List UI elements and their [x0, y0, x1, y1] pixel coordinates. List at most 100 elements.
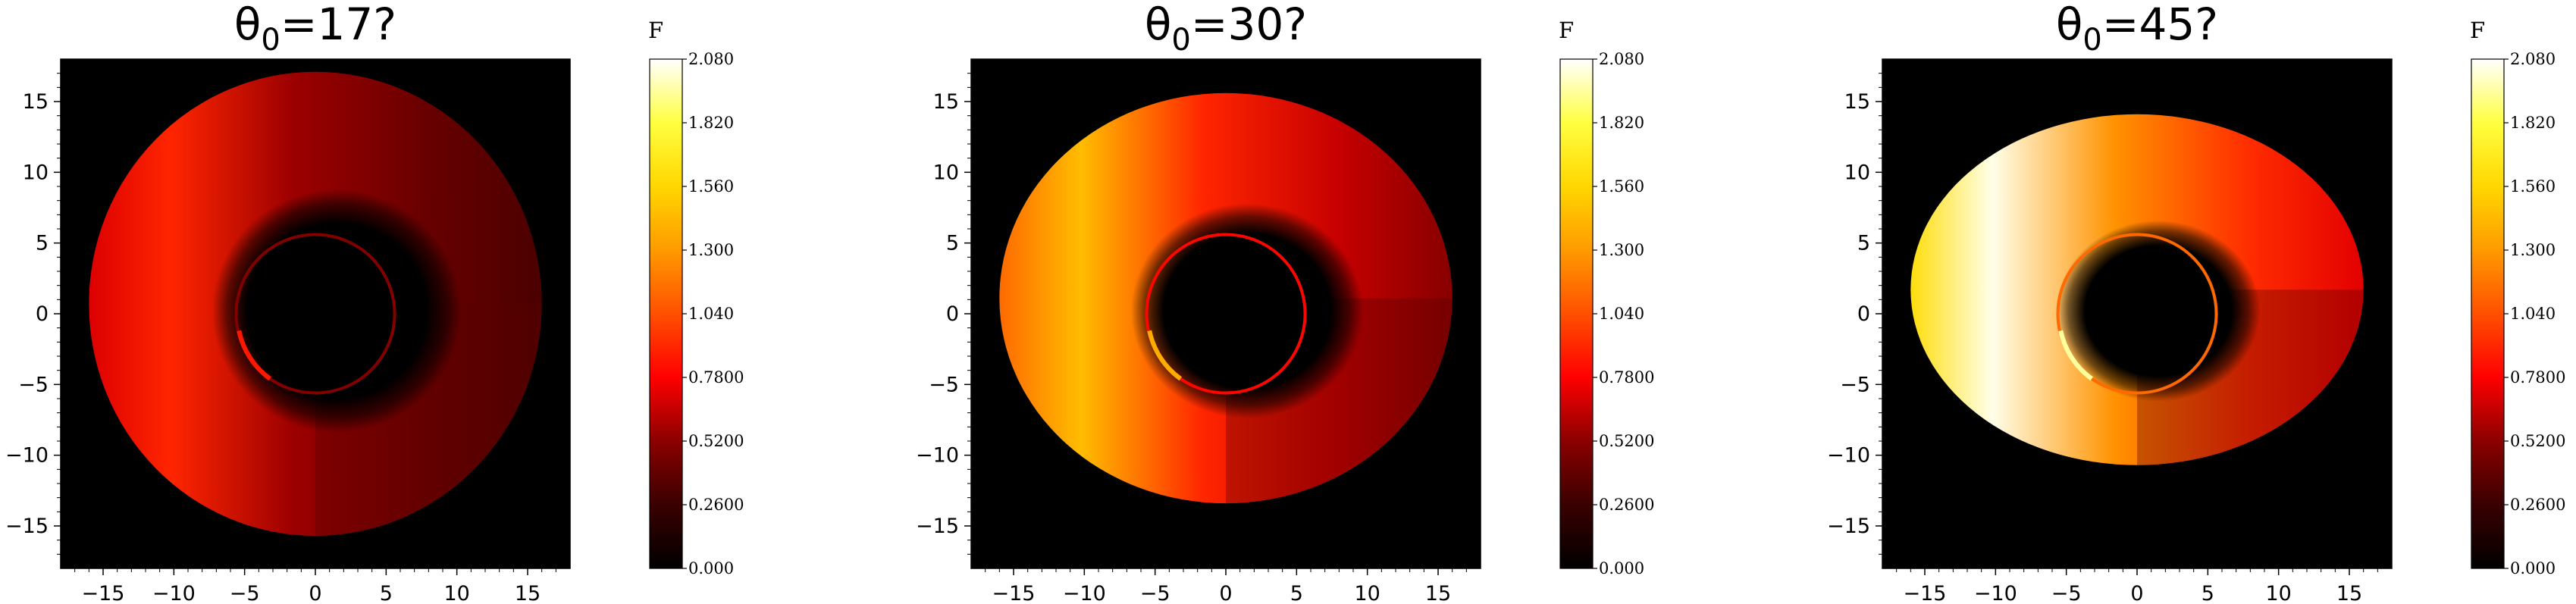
colorbar-tick-label: 0.7800	[1599, 368, 1654, 386]
ring-bright-arc	[237, 330, 272, 381]
title-value: =17?	[280, 0, 396, 50]
x-tick-label: −10	[152, 582, 196, 604]
colorbar-tick-label: 1.820	[2510, 114, 2556, 132]
y-tick-label: 10	[23, 161, 49, 184]
colorbar-tick-label: 0.5200	[1599, 432, 1654, 450]
y-tick-label: −10	[916, 444, 959, 468]
colorbar-tick-label: 0.5200	[2510, 432, 2565, 450]
colorbar-tick-label: 2.080	[2510, 50, 2556, 68]
y-tick-label: 15	[933, 90, 959, 114]
y-tick-label: 10	[1844, 161, 1870, 184]
title-value: =30?	[1191, 0, 1307, 50]
title-theta: θ	[234, 0, 262, 50]
y-tick-label: 15	[23, 90, 49, 114]
y-tick-label: 0	[946, 302, 959, 326]
colorbar-tick-label: 0.2600	[688, 496, 744, 514]
y-tick-label: −15	[916, 515, 959, 538]
x-tick-label: 10	[1354, 582, 1380, 604]
colorbar-tick-label: 0.2600	[1599, 496, 1654, 514]
x-tick-label: 5	[380, 582, 393, 604]
colorbar-tick-label: 0.000	[688, 559, 734, 577]
x-tick-label: 15	[2336, 582, 2362, 604]
x-tick-label: −15	[1904, 582, 1947, 604]
colorbar-tick-label: 0.7800	[688, 368, 744, 386]
shadow-region	[1130, 203, 1364, 419]
y-tick-label: 5	[36, 232, 49, 255]
y-tick-label: 5	[946, 232, 959, 255]
x-tick-label: 0	[309, 582, 321, 604]
colorbar-tick-label: 0.000	[1599, 559, 1644, 577]
y-tick-label: 5	[1857, 232, 1870, 255]
ring-bright-arc	[1147, 330, 1183, 381]
title-subscript: 0	[261, 23, 280, 58]
colorbar-tick-label: 0.5200	[688, 432, 744, 450]
colorbar-tick-label: 1.560	[2510, 177, 2556, 196]
x-tick-label: −10	[1974, 582, 2017, 604]
title-theta: θ	[1145, 0, 1172, 50]
x-tick-label: 15	[515, 582, 541, 604]
y-tick-label: −5	[929, 373, 959, 396]
ring-bright-arc	[2058, 330, 2094, 381]
colorbar-label: F	[2470, 17, 2485, 43]
x-tick-label: −10	[1063, 582, 1106, 604]
x-tick-label: 10	[2265, 582, 2291, 604]
chart-title: θ0=17?	[234, 0, 396, 58]
x-tick-label: −15	[82, 582, 125, 604]
chart-title: θ0=45?	[2056, 0, 2218, 58]
x-tick-label: 0	[2130, 582, 2143, 604]
colorbar	[2471, 58, 2505, 569]
y-tick-label: −10	[5, 444, 49, 468]
colorbar-tick-label: 1.820	[1599, 114, 1644, 132]
x-tick-label: 10	[443, 582, 469, 604]
y-tick-label: 15	[1844, 90, 1870, 114]
colorbar-tick-label: 1.040	[1599, 305, 1644, 323]
y-tick-label: −5	[18, 373, 49, 396]
photon-ring	[2056, 233, 2218, 395]
colorbar-tick-label: 1.560	[1599, 177, 1644, 196]
x-tick-label: 0	[1219, 582, 1232, 604]
colorbar-label: F	[1559, 17, 1574, 43]
disk-image	[89, 71, 542, 537]
y-tick-label: 0	[1857, 302, 1870, 326]
y-tick-label: −10	[1827, 444, 1870, 468]
colorbar	[649, 58, 683, 569]
colorbar-tick-label: 1.300	[1599, 241, 1644, 259]
title-subscript: 0	[1171, 23, 1190, 58]
title-theta: θ	[2056, 0, 2083, 50]
colorbar-tick-label: 1.300	[2510, 241, 2556, 259]
disk-image	[999, 92, 1453, 504]
y-tick-label: 0	[36, 302, 49, 326]
photon-ring	[234, 233, 396, 395]
photon-ring	[1145, 233, 1307, 395]
x-tick-label: −5	[1140, 582, 1170, 604]
colorbar-tick-label: 0.2600	[2510, 496, 2565, 514]
colorbar	[1559, 58, 1594, 569]
disk-image	[1910, 114, 2364, 465]
shadow-region	[2056, 220, 2261, 402]
y-tick-label: −15	[5, 515, 49, 538]
colorbar-tick-label: 0.7800	[2510, 368, 2565, 386]
x-tick-label: −15	[992, 582, 1036, 604]
x-tick-label: 15	[1425, 582, 1451, 604]
panel-3: θ0=45? −15 −10 −5 0 5 10 15 −15 −10 −5 0 5 10 15 F 2.080…	[1827, 0, 2565, 604]
colorbar-tick-label: 1.820	[688, 114, 734, 132]
x-tick-label: −5	[2051, 582, 2082, 604]
shadow-region	[212, 189, 462, 433]
colorbar-tick-label: 0.000	[2510, 559, 2556, 577]
colorbar-tick-label: 1.560	[688, 177, 734, 196]
colorbar-tick-label: 1.040	[2510, 305, 2556, 323]
y-tick-label: −5	[1840, 373, 1870, 396]
x-tick-label: 5	[1290, 582, 1303, 604]
colorbar-tick-label: 1.300	[688, 241, 734, 259]
panel-1: θ0=17?−15 −10 −5 0 5 10 15−15−10−5051015F2.080…	[5, 0, 744, 604]
colorbar-label: F	[648, 17, 663, 43]
x-tick-label: 5	[2202, 582, 2214, 604]
colorbar-tick-label: 2.080	[1599, 50, 1644, 68]
panel-2: θ0=30?−15 −10 −5 0 5 10 15−15−10−5051015F2.080…	[916, 0, 1654, 604]
chart-title: θ0=30?	[1145, 0, 1307, 58]
x-tick-label: −5	[230, 582, 260, 604]
title-value: =45?	[2102, 0, 2218, 50]
y-tick-label: −15	[1827, 515, 1870, 538]
colorbar-tick-label: 2.080	[688, 50, 734, 68]
